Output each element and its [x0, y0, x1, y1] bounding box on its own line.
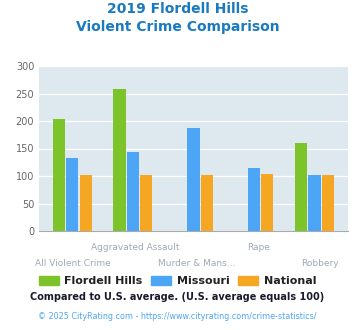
Bar — [53, 119, 65, 231]
Bar — [201, 175, 213, 231]
Bar — [66, 158, 78, 231]
Text: Aggravated Assault: Aggravated Assault — [91, 243, 179, 251]
Bar — [295, 143, 307, 231]
Text: Compared to U.S. average. (U.S. average equals 100): Compared to U.S. average. (U.S. average … — [31, 292, 324, 302]
Bar — [127, 152, 139, 231]
Bar — [261, 174, 273, 231]
Text: © 2025 CityRating.com - https://www.cityrating.com/crime-statistics/: © 2025 CityRating.com - https://www.city… — [38, 312, 317, 321]
Bar — [187, 128, 200, 231]
Text: All Violent Crime: All Violent Crime — [35, 259, 111, 268]
Text: Murder & Mans...: Murder & Mans... — [158, 259, 235, 268]
Text: Robbery: Robbery — [301, 259, 339, 268]
Legend: Flordell Hills, Missouri, National: Flordell Hills, Missouri, National — [34, 271, 321, 290]
Bar — [308, 175, 321, 231]
Text: 2019 Flordell Hills: 2019 Flordell Hills — [107, 2, 248, 16]
Bar — [80, 175, 92, 231]
Bar — [322, 175, 334, 231]
Bar — [114, 89, 126, 231]
Bar — [140, 175, 152, 231]
Bar — [248, 168, 260, 231]
Text: Violent Crime Comparison: Violent Crime Comparison — [76, 20, 279, 34]
Text: Rape: Rape — [247, 243, 270, 251]
